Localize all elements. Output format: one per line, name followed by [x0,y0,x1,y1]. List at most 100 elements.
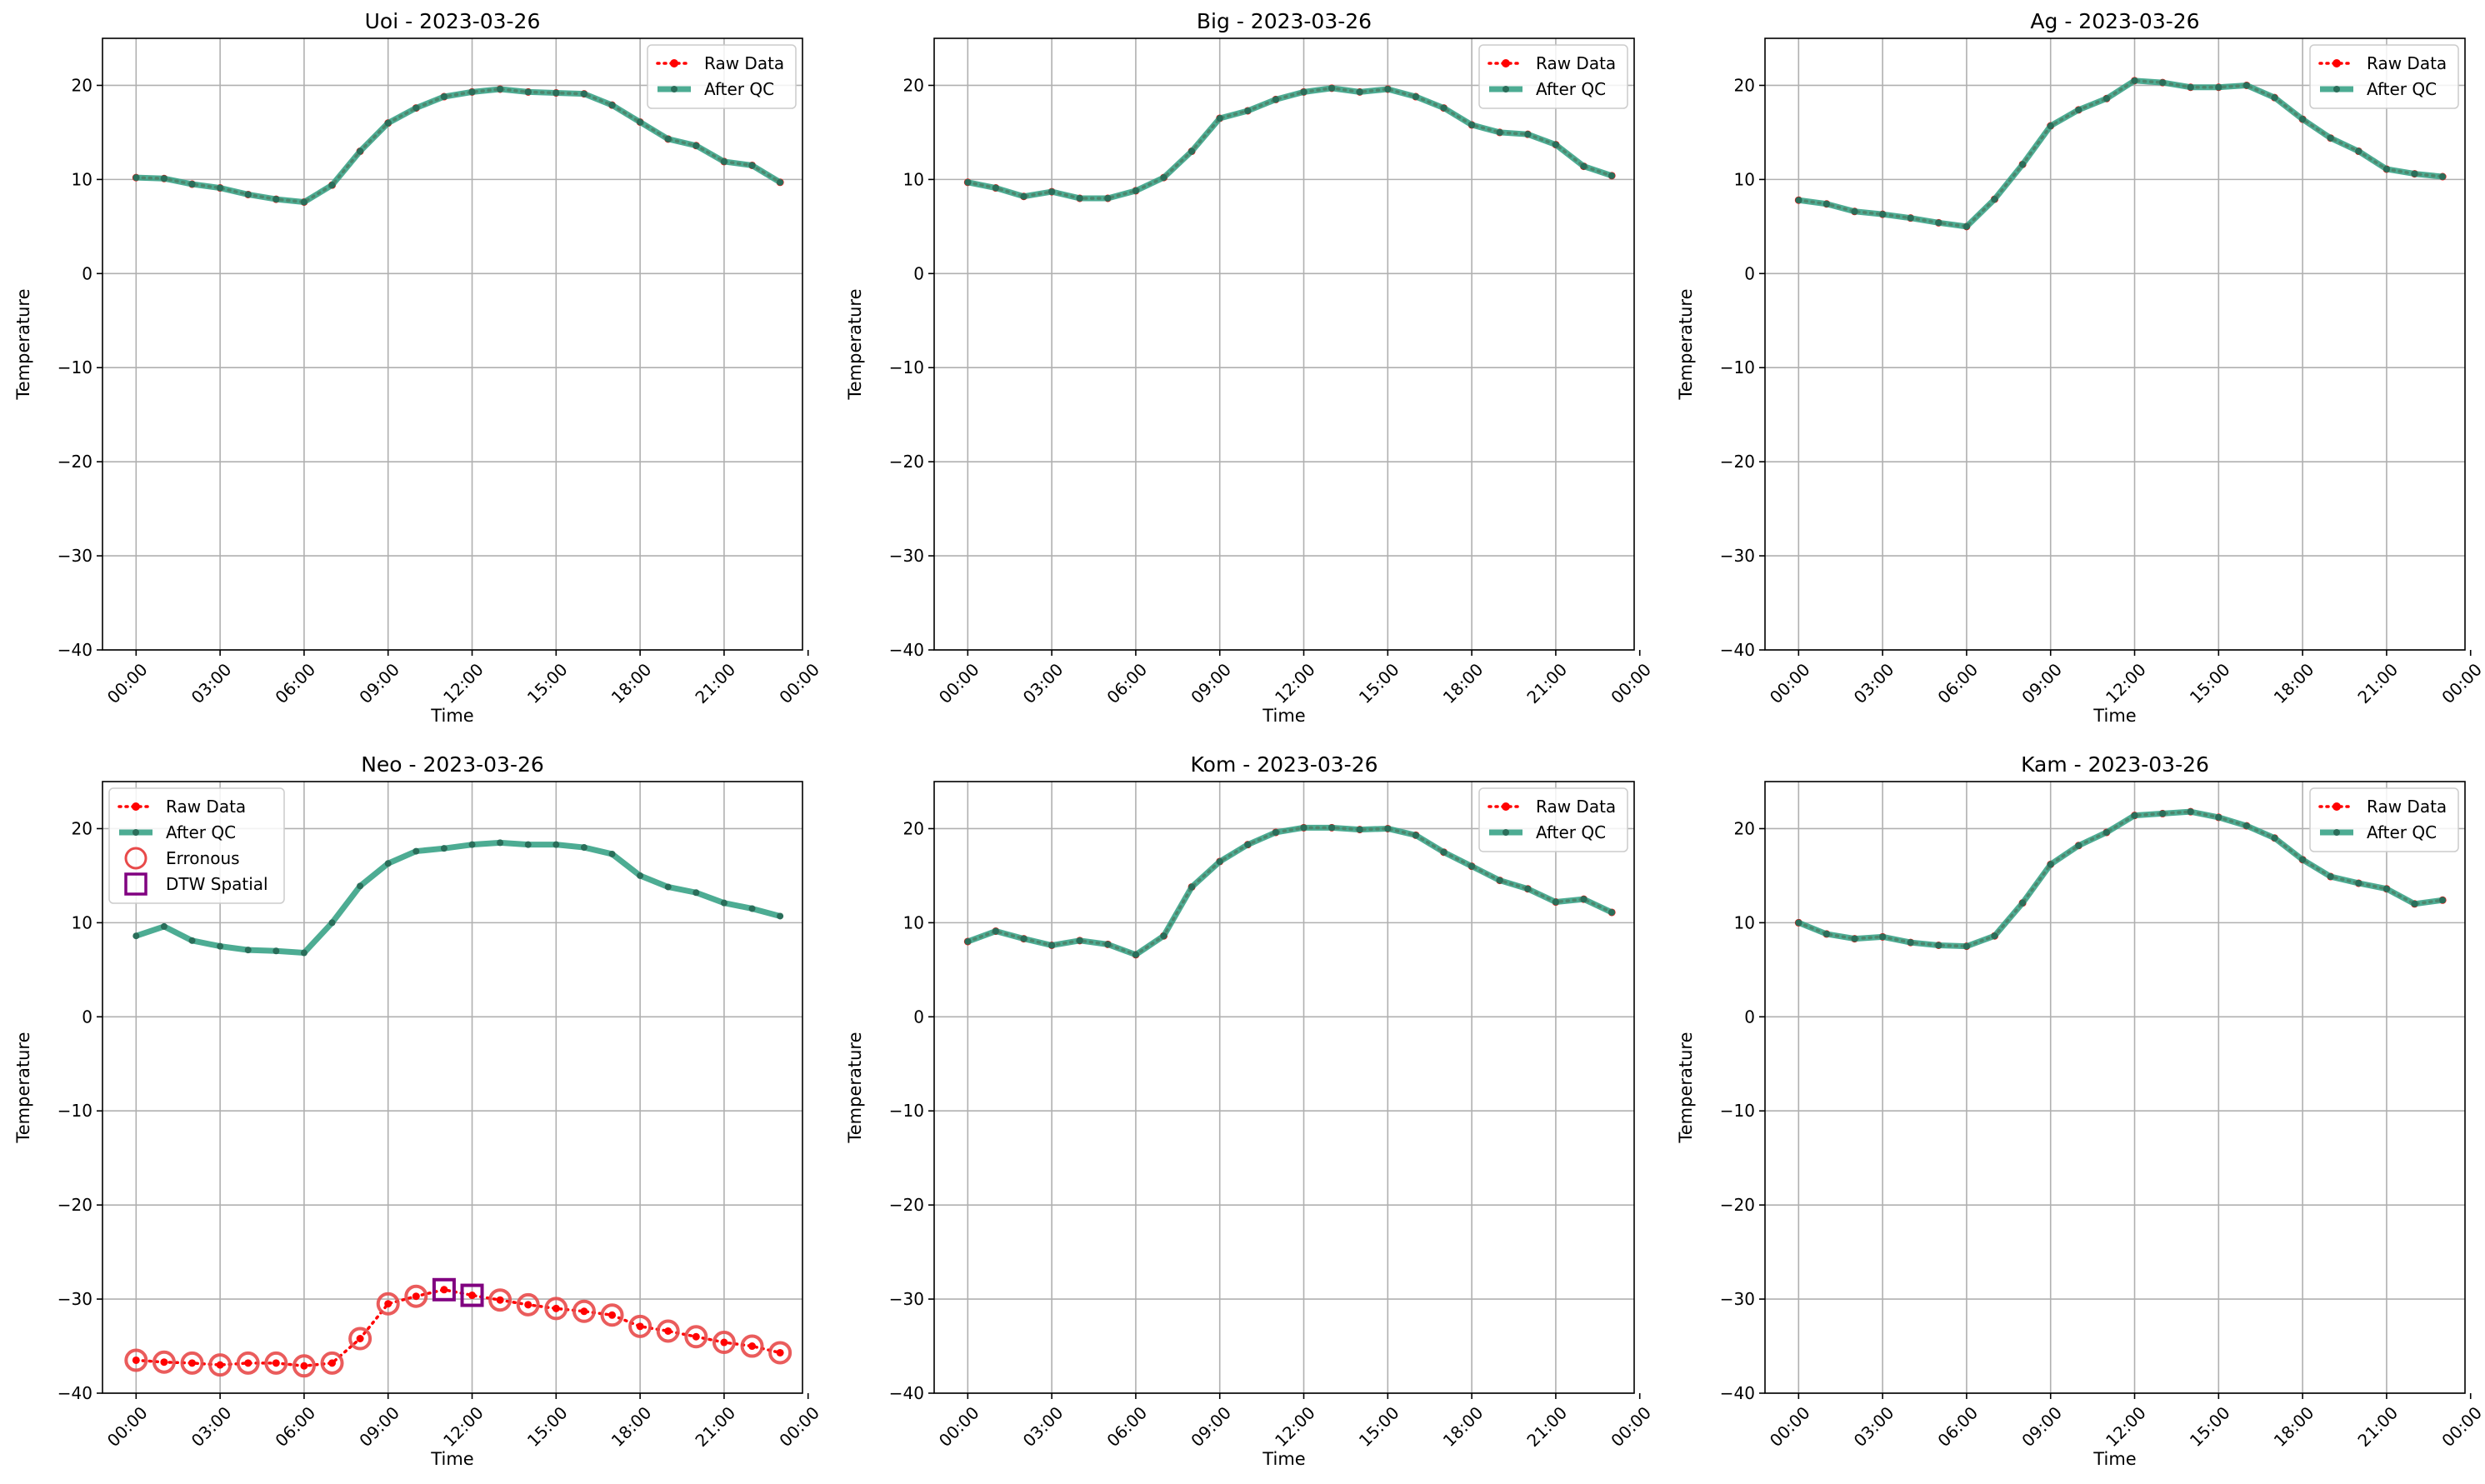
x-tick-label: 00:00 [1607,1402,1655,1451]
x-tick-label: 18:00 [2270,1402,2318,1451]
axes-frame [1764,37,2466,651]
y-tick-label: −10 [1720,1101,1755,1121]
after-qc-point [1300,88,1308,96]
after-qc-point [580,90,588,97]
erroneous-marker [264,1351,288,1375]
x-tick-label: 09:00 [355,659,403,707]
legend: Raw Data After QC [2309,44,2459,109]
erroneous-marker [404,1284,428,1308]
after-qc-point [1328,84,1336,92]
after-qc-point [440,93,448,101]
x-tick-label: 06:00 [1102,659,1151,707]
after-qc-point [637,118,644,126]
x-tick-label: 06:00 [271,659,319,707]
legend-qc-marker [1502,86,1509,92]
after-qc-point [2102,828,2110,836]
after-qc-point [2271,94,2278,102]
after-qc-point [2047,122,2054,130]
x-tick-label: 03:00 [188,659,236,707]
after-qc-point [2159,79,2167,87]
erroneous-marker [236,1351,260,1375]
raw-data-point [272,1359,280,1367]
chart-panel: −40 −30 −20 −10 0 10 20 00:00 03:00 06:00 09:00 12:… [1676,9,2485,726]
after-qc-point [1608,908,1616,916]
after-qc-point [1440,104,1448,112]
legend-erroneous-marker [124,847,148,870]
after-qc-point [1188,147,1196,155]
erroneous-marker [516,1292,540,1317]
x-tick-label: 15:00 [1355,1402,1403,1451]
legend-raw-marker [1502,59,1510,67]
y-tick-label: 10 [903,912,924,932]
legend: Raw Data After QC [1478,44,1628,109]
legend-box [1478,787,1628,852]
x-tick-label: 21:00 [1522,1402,1571,1451]
raw-data-point [468,1292,477,1300]
after-qc-point [1412,93,1419,101]
after-qc-point [1244,841,1252,848]
y-tick-label: −30 [1720,1289,1755,1309]
y-tick-label: 0 [82,263,92,283]
y-axis-label: Temperature [845,1032,865,1143]
after-qc-point [1962,942,1970,950]
after-qc-line [135,839,782,957]
after-qc-point [132,174,140,182]
chart-title: Uoi - 2023-03-26 [365,9,541,33]
after-qc-point [384,119,392,127]
raw-data-point [300,1362,308,1370]
x-tick-label: 03:00 [1019,1402,1068,1451]
raw-data-point [496,1296,504,1304]
y-tick-label: −40 [58,1383,92,1403]
raw-data-point [328,1359,337,1367]
x-tick-label: 06:00 [1933,1402,1982,1451]
x-tick-label: 18:00 [1439,659,1488,707]
after-qc-point [1440,848,1448,856]
axes-frame [933,781,1635,1394]
erroneous-marker [712,1331,736,1355]
x-axis-label: Time [1262,1449,1305,1469]
dtw-spatial-marker [460,1283,484,1307]
after-qc-point [217,942,224,950]
y-tick-label: −10 [58,357,92,377]
after-qc-point [964,937,972,945]
after-qc-point [2187,83,2194,91]
x-tick-label: 18:00 [608,1402,656,1451]
after-qc-point [1907,939,1914,947]
after-qc-point [1104,941,1112,948]
x-tick-label: 15:00 [2186,659,2234,707]
y-axis-label: Temperature [845,288,865,400]
x-axis-label: Time [430,1449,473,1469]
after-qc-point [552,89,560,97]
legend-qc-marker [671,86,678,92]
after-qc-point [1356,88,1363,96]
y-tick-label: −40 [58,640,92,660]
x-tick-label: 09:00 [2018,1402,2066,1451]
y-tick-label: −40 [1720,640,1755,660]
after-qc-point [720,157,728,165]
after-qc-point [2019,899,2027,907]
raw-data-point [132,1356,140,1364]
y-axis-label: Temperature [1676,1032,1696,1143]
raw-data-point [384,1300,392,1308]
after-qc-point [412,104,420,112]
y-tick-label: −30 [1720,546,1755,566]
y-tick-label: 0 [1744,263,1755,283]
after-qc-point [1160,174,1168,182]
x-tick-label: 18:00 [608,659,656,707]
erroneous-marker [292,1354,316,1378]
erroneous-marker [124,1348,148,1372]
y-tick-label: −40 [1720,1383,1755,1403]
y-tick-label: 0 [913,263,924,283]
raw-data-point [440,1286,448,1294]
after-qc-point [664,135,672,142]
after-qc-point [132,932,140,940]
y-tick-label: −20 [889,1195,924,1215]
after-qc-point [2075,842,2082,849]
after-qc-point [2299,856,2307,863]
legend: Raw Data After QC [2309,787,2459,852]
x-axis-label: Time [1262,706,1305,726]
after-qc-point [2355,147,2362,155]
x-tick-label: 15:00 [523,1402,572,1451]
x-tick-label: 15:00 [1355,659,1403,707]
after-qc-point [357,147,364,155]
